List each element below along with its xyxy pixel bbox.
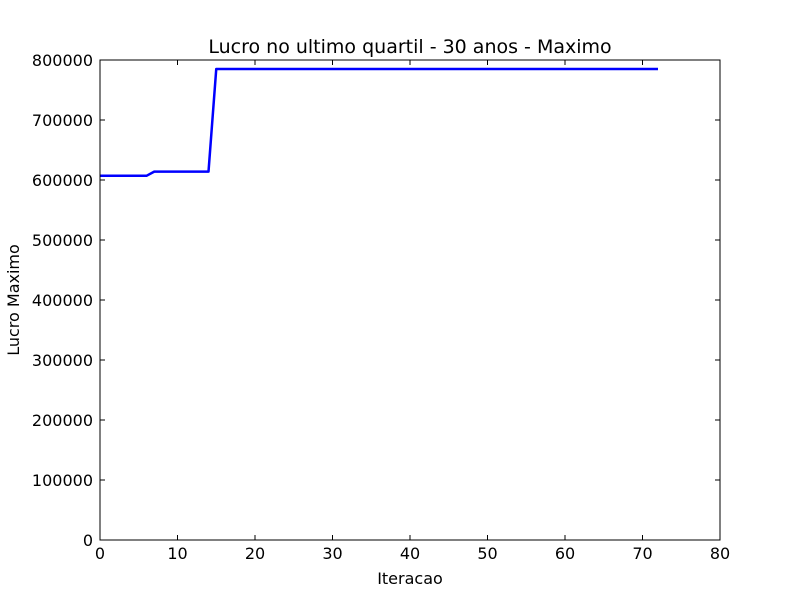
- y-tick-label: 200000: [32, 411, 93, 430]
- x-tick-label: 40: [400, 544, 420, 563]
- y-axis-label: Lucro Maximo: [4, 244, 23, 356]
- y-tick-label: 600000: [32, 171, 93, 190]
- y-tick-label: 800000: [32, 51, 93, 70]
- y-axis: 0 100000 200000 300000 400000 500000 600000 700…: [32, 51, 720, 550]
- y-tick-label: 300000: [32, 351, 93, 370]
- y-tick-label: 400000: [32, 291, 93, 310]
- x-tick-label: 20: [245, 544, 265, 563]
- series-line-0: [100, 69, 658, 176]
- x-tick-label: 0: [95, 544, 105, 563]
- series-layer: [100, 69, 658, 176]
- x-tick-label: 30: [322, 544, 342, 563]
- x-tick-label: 80: [710, 544, 730, 563]
- y-tick-label: 500000: [32, 231, 93, 250]
- x-tick-label: 60: [555, 544, 575, 563]
- x-tick-label: 50: [477, 544, 497, 563]
- chart-title: Lucro no ultimo quartil - 30 anos - Maxi…: [208, 36, 611, 58]
- x-axis-label: Iteracao: [377, 569, 443, 588]
- x-axis: 0 10 20 30 40 50 60 70 80: [95, 60, 730, 563]
- y-tick-label: 0: [83, 531, 93, 550]
- plot-frame: [100, 60, 720, 540]
- x-tick-label: 70: [632, 544, 652, 563]
- y-tick-label: 100000: [32, 471, 93, 490]
- x-tick-label: 10: [167, 544, 187, 563]
- y-tick-label: 700000: [32, 111, 93, 130]
